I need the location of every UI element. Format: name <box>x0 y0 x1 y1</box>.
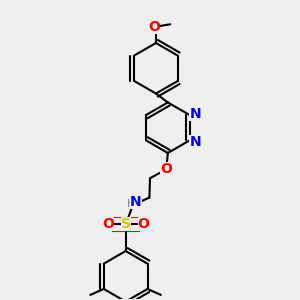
Text: N: N <box>189 135 201 149</box>
Text: O: O <box>102 217 114 231</box>
Text: O: O <box>160 162 172 176</box>
Text: S: S <box>121 217 130 231</box>
Text: H: H <box>127 199 135 209</box>
Text: N: N <box>130 195 142 209</box>
Text: N: N <box>189 106 201 121</box>
Text: O: O <box>137 217 149 231</box>
Text: O: O <box>148 20 160 34</box>
